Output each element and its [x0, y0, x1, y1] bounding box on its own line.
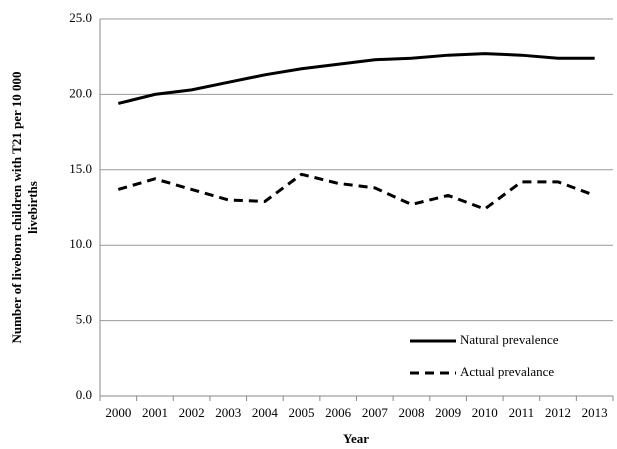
- y-tick-label: 15.0: [69, 161, 92, 176]
- x-tick-label: 2006: [325, 405, 352, 420]
- x-tick-label: 2008: [398, 405, 424, 420]
- x-tick-label: 2007: [362, 405, 389, 420]
- y-tick-label: 20.0: [69, 85, 92, 100]
- x-tick-label: 2002: [179, 405, 205, 420]
- legend-label: Natural prevalence: [460, 332, 559, 347]
- x-tick-label: 2013: [582, 405, 608, 420]
- y-tick-label: 0.0: [76, 387, 92, 402]
- y-axis-title: Number of liveborn children with T21 per…: [9, 71, 24, 343]
- x-tick-label: 2001: [142, 405, 168, 420]
- x-axis-title: Year: [343, 431, 369, 446]
- series-line: [117, 172, 596, 211]
- x-tick-label: 2011: [509, 405, 535, 420]
- x-tick-label: 2003: [215, 405, 241, 420]
- x-tick-label: 2009: [435, 405, 461, 420]
- y-tick-label: 25.0: [69, 10, 92, 25]
- series-line: [117, 52, 595, 105]
- legend-label: Actual prevalance: [460, 364, 554, 379]
- x-tick-label: 2012: [545, 405, 571, 420]
- x-tick-label: 2000: [105, 405, 131, 420]
- x-tick-label: 2004: [252, 405, 279, 420]
- y-axis-title: livebirths: [25, 181, 40, 234]
- x-tick-label: 2005: [289, 405, 315, 420]
- y-tick-label: 5.0: [76, 312, 92, 327]
- x-tick-label: 2010: [472, 405, 498, 420]
- y-tick-label: 10.0: [69, 236, 92, 251]
